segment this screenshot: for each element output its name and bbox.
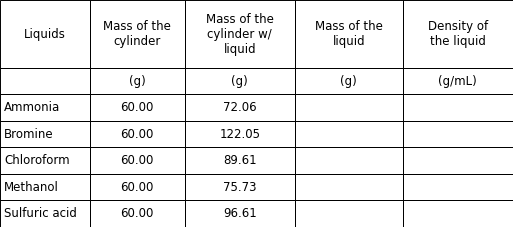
Bar — [0, 174, 90, 200]
Bar — [0, 147, 90, 174]
Text: Mass of the
cylinder w/
liquid: Mass of the cylinder w/ liquid — [206, 12, 274, 56]
Bar — [185, 0, 295, 68]
Bar — [295, 94, 403, 121]
Bar — [185, 94, 295, 121]
Text: Bromine: Bromine — [4, 128, 54, 141]
Bar — [90, 68, 185, 94]
Text: Mass of the
liquid: Mass of the liquid — [315, 20, 383, 48]
Bar — [0, 0, 90, 68]
Text: Methanol: Methanol — [4, 181, 59, 194]
Text: 60.00: 60.00 — [121, 101, 154, 114]
Bar — [0, 94, 90, 121]
Bar — [403, 147, 513, 174]
Text: 72.06: 72.06 — [223, 101, 256, 114]
Text: 89.61: 89.61 — [223, 154, 256, 167]
Bar — [185, 200, 295, 227]
Bar — [90, 94, 185, 121]
Bar — [0, 68, 90, 94]
Bar — [90, 0, 185, 68]
Bar — [90, 174, 185, 200]
Text: Sulfuric acid: Sulfuric acid — [4, 207, 77, 220]
Bar — [0, 200, 90, 227]
Text: 60.00: 60.00 — [121, 181, 154, 194]
Bar — [403, 174, 513, 200]
Text: Liquids: Liquids — [24, 27, 66, 41]
Bar — [403, 121, 513, 147]
Text: Ammonia: Ammonia — [4, 101, 61, 114]
Bar — [0, 121, 90, 147]
Bar — [295, 174, 403, 200]
Text: Density of
the liquid: Density of the liquid — [428, 20, 488, 48]
Text: 60.00: 60.00 — [121, 207, 154, 220]
Bar — [90, 200, 185, 227]
Bar — [295, 200, 403, 227]
Bar — [403, 94, 513, 121]
Bar — [185, 121, 295, 147]
Bar — [185, 147, 295, 174]
Text: (g): (g) — [341, 75, 357, 88]
Bar — [403, 68, 513, 94]
Text: (g): (g) — [129, 75, 146, 88]
Text: (g): (g) — [231, 75, 248, 88]
Text: Chloroform: Chloroform — [4, 154, 70, 167]
Text: 60.00: 60.00 — [121, 154, 154, 167]
Text: Mass of the
cylinder: Mass of the cylinder — [103, 20, 171, 48]
Bar — [185, 174, 295, 200]
Bar — [185, 68, 295, 94]
Bar — [295, 147, 403, 174]
Bar — [90, 147, 185, 174]
Text: 122.05: 122.05 — [220, 128, 260, 141]
Text: 60.00: 60.00 — [121, 128, 154, 141]
Bar — [90, 121, 185, 147]
Bar — [295, 121, 403, 147]
Bar — [295, 0, 403, 68]
Text: 96.61: 96.61 — [223, 207, 256, 220]
Bar — [403, 0, 513, 68]
Bar — [295, 68, 403, 94]
Text: 75.73: 75.73 — [223, 181, 256, 194]
Text: (g/mL): (g/mL) — [439, 75, 477, 88]
Bar — [403, 200, 513, 227]
